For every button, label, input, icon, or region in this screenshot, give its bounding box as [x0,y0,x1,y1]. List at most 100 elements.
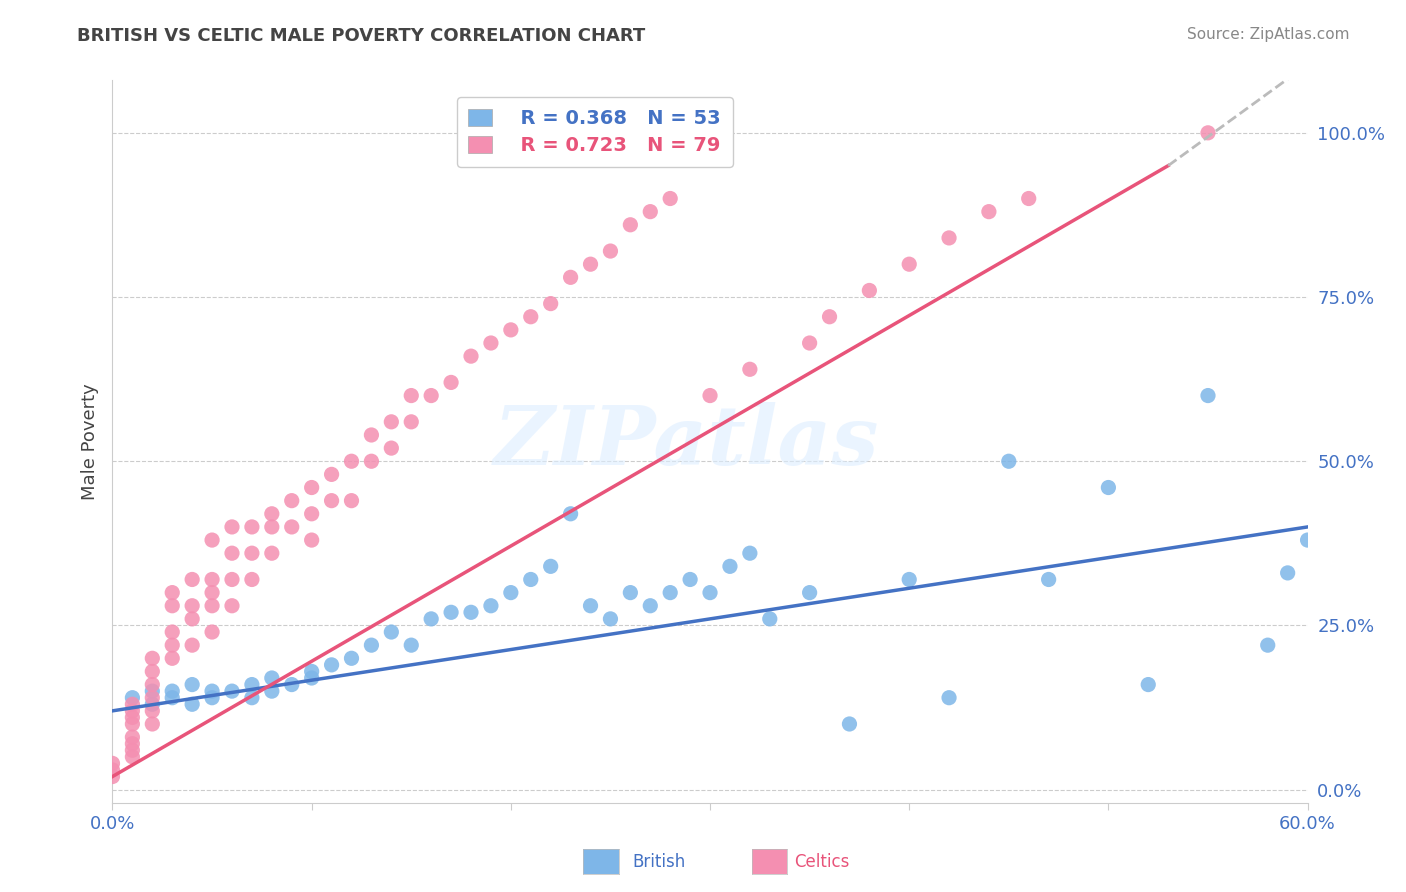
Point [460,349,482,363]
Point [938,231,960,245]
Point [240,690,263,705]
Point [121,710,143,724]
Point [460,605,482,619]
Point [141,690,163,705]
Point [201,573,224,587]
Point [858,284,880,298]
Point [141,665,163,679]
Point [420,612,443,626]
Point [619,218,641,232]
Point [1197,388,1219,402]
Point [281,677,304,691]
Point [101,756,124,771]
Point [1018,192,1040,206]
Point [162,690,183,705]
Point [401,415,423,429]
Point [281,493,304,508]
Point [101,770,124,784]
Point [579,257,602,271]
Point [619,585,641,599]
Point [240,546,263,560]
Point [1316,520,1339,534]
Point [420,388,443,402]
Point [221,599,243,613]
Point [499,585,522,599]
Point [121,737,143,751]
Point [121,749,143,764]
Point [301,507,323,521]
Point [799,336,821,351]
Point [1097,481,1119,495]
Point [181,612,204,626]
Point [659,192,682,206]
Text: Source: ZipAtlas.com: Source: ZipAtlas.com [1187,27,1350,42]
Point [699,585,721,599]
Point [1277,566,1299,580]
Point [141,677,163,691]
Point [321,493,343,508]
Point [162,684,183,698]
Point [898,573,921,587]
Point [738,546,761,560]
Point [301,481,323,495]
Point [141,717,163,731]
Point [141,704,163,718]
Point [938,690,960,705]
Point [221,684,243,698]
Point [380,441,402,455]
Point [380,415,402,429]
Point [201,690,224,705]
Point [221,520,243,534]
Point [162,638,183,652]
Point [640,599,662,613]
Point [520,573,543,587]
Point [301,665,323,679]
Point [799,585,821,599]
Point [401,638,423,652]
Point [560,270,582,285]
Point [1197,126,1219,140]
Point [301,671,323,685]
Point [440,605,463,619]
Point [360,428,382,442]
Point [898,257,921,271]
Point [201,533,224,547]
Point [1296,533,1319,547]
Point [599,244,621,258]
Point [260,684,283,698]
Point [221,546,243,560]
Point [977,204,1000,219]
Point [240,573,263,587]
Point [818,310,841,324]
Point [162,651,183,665]
Point [221,573,243,587]
Point [141,698,163,712]
Point [679,573,702,587]
Point [579,599,602,613]
Point [201,599,224,613]
Point [838,717,860,731]
Point [340,651,363,665]
Point [321,467,343,482]
Point [520,310,543,324]
Point [141,684,163,698]
Point [401,388,423,402]
Point [1038,573,1060,587]
Text: British: British [633,853,686,871]
Point [181,677,204,691]
Point [360,454,382,468]
Point [479,336,502,351]
Point [260,520,283,534]
Point [101,763,124,777]
Point [640,204,662,219]
Y-axis label: Male Poverty: Male Poverty [80,384,98,500]
Point [281,520,304,534]
Point [181,573,204,587]
Text: ZIPatlas: ZIPatlas [494,401,879,482]
Point [479,599,502,613]
Text: Celtics: Celtics [794,853,849,871]
Point [121,717,143,731]
Point [718,559,741,574]
Point [240,677,263,691]
Point [340,493,363,508]
